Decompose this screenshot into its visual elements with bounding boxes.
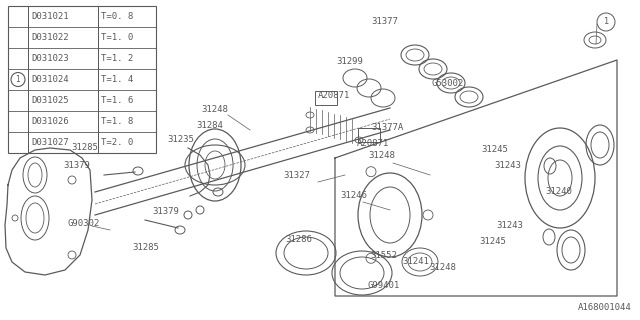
Bar (315, 91, 337, 105)
Text: A168001044: A168001044 (579, 303, 632, 312)
Text: T=1. 6: T=1. 6 (101, 96, 133, 105)
Text: 31285: 31285 (132, 243, 159, 252)
Text: 31286: 31286 (285, 235, 312, 244)
Text: A20871: A20871 (318, 91, 350, 100)
Text: D031022: D031022 (31, 33, 68, 42)
Text: D031023: D031023 (31, 54, 68, 63)
Text: 31552: 31552 (370, 251, 397, 260)
Text: 31241: 31241 (402, 257, 429, 266)
Text: T=1. 0: T=1. 0 (101, 33, 133, 42)
Text: A20871: A20871 (357, 140, 389, 148)
Text: D031024: D031024 (31, 75, 68, 84)
Text: 31327: 31327 (283, 171, 310, 180)
Text: 31235: 31235 (167, 135, 194, 145)
Text: 31240: 31240 (545, 188, 572, 196)
Text: 31284: 31284 (196, 122, 223, 131)
Bar (358, 128, 380, 142)
Text: G53002: G53002 (431, 78, 463, 87)
Text: T=0. 8: T=0. 8 (101, 12, 133, 21)
Text: T=1. 8: T=1. 8 (101, 117, 133, 126)
Text: G99401: G99401 (368, 282, 400, 291)
Text: 31245: 31245 (479, 236, 506, 245)
Text: 31248: 31248 (429, 263, 456, 273)
Text: D031021: D031021 (31, 12, 68, 21)
Text: T=1. 2: T=1. 2 (101, 54, 133, 63)
Text: 31248: 31248 (201, 105, 228, 114)
Text: 31379: 31379 (152, 206, 179, 215)
Text: 31285: 31285 (71, 143, 98, 153)
Text: D031027: D031027 (31, 138, 68, 147)
Text: D031026: D031026 (31, 117, 68, 126)
Text: 31245: 31245 (481, 146, 508, 155)
Text: G90302: G90302 (68, 219, 100, 228)
Text: 31243: 31243 (494, 162, 521, 171)
Text: 31379: 31379 (63, 161, 90, 170)
Text: 31243: 31243 (496, 220, 523, 229)
Text: 1: 1 (15, 75, 20, 84)
Text: 31377: 31377 (371, 18, 398, 27)
Text: 31299: 31299 (336, 58, 363, 67)
Text: T=1. 4: T=1. 4 (101, 75, 133, 84)
Text: 31246: 31246 (340, 191, 367, 201)
Text: 31377A: 31377A (371, 124, 403, 132)
Text: 31248: 31248 (368, 150, 395, 159)
Text: D031025: D031025 (31, 96, 68, 105)
Text: T=2. 0: T=2. 0 (101, 138, 133, 147)
Bar (8, 6, 156, 153)
Text: 1: 1 (604, 18, 609, 27)
